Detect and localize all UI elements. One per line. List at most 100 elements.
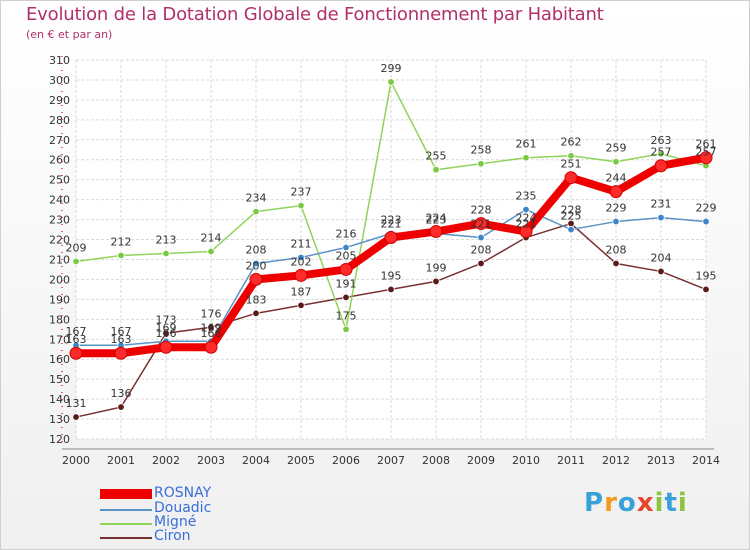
y-tick-label: 280 <box>49 114 70 127</box>
data-point-migné <box>117 251 125 260</box>
data-label-rosnay: 163 <box>66 333 87 346</box>
y-tick-label: 190 <box>49 293 70 306</box>
x-tick-label: 2002 <box>152 454 180 467</box>
data-label-ciron: 183 <box>246 293 267 306</box>
data-point-douadic <box>612 217 620 226</box>
data-point-rosnay <box>429 225 443 239</box>
data-label-douadic: 235 <box>516 190 537 203</box>
data-label-rosnay: 261 <box>696 138 717 151</box>
y-tick-label: 250 <box>49 174 70 187</box>
legend-label-migne: Migné <box>154 514 197 530</box>
data-point-ciron <box>297 301 305 310</box>
data-point-migné <box>207 247 215 256</box>
data-label-ciron: 191 <box>336 277 357 290</box>
logo-letter: i <box>677 488 688 518</box>
data-point-douadic <box>702 217 710 226</box>
data-point-rosnay <box>654 159 668 173</box>
data-point-rosnay <box>204 340 218 354</box>
data-label-ciron: 228 <box>561 204 582 217</box>
legend-item-douadic: Douadic <box>100 500 320 517</box>
data-label-douadic: 221 <box>471 218 492 231</box>
x-tick-label: 2011 <box>557 454 585 467</box>
legend-label-ciron: Ciron <box>154 528 191 544</box>
x-tick-label: 2003 <box>197 454 225 467</box>
legend-label-rosnay: ROSNAY <box>154 485 212 501</box>
data-label-migné: 262 <box>561 136 582 149</box>
data-label-rosnay: 200 <box>246 259 267 272</box>
data-label-migné: 214 <box>201 231 222 244</box>
x-tick-label: 2008 <box>422 454 450 467</box>
data-point-migné <box>612 158 620 166</box>
data-point-migné <box>522 154 530 162</box>
data-label-migné: 175 <box>336 309 357 322</box>
data-label-rosnay: 224 <box>516 212 537 225</box>
y-tick-label: 120 <box>49 433 70 446</box>
x-tick-label: 2010 <box>512 454 540 467</box>
data-label-migné: 255 <box>426 150 447 163</box>
x-tick-label: 2006 <box>332 454 360 467</box>
data-label-ciron: 136 <box>111 387 132 400</box>
data-label-rosnay: 205 <box>336 249 357 262</box>
data-label-migné: 257 <box>696 146 717 159</box>
data-point-migné <box>162 249 170 258</box>
data-label-ciron: 187 <box>291 285 312 298</box>
data-label-migné: 212 <box>111 235 132 248</box>
data-label-migné: 213 <box>156 233 177 246</box>
legend-swatch-rosnay <box>100 489 152 499</box>
y-tick-label: 270 <box>49 134 70 147</box>
legend-swatch-ciron <box>100 537 152 539</box>
data-point-rosnay <box>159 340 173 354</box>
data-point-rosnay <box>474 217 488 231</box>
data-point-rosnay <box>114 346 128 360</box>
data-label-douadic: 231 <box>651 198 672 211</box>
data-label-rosnay: 257 <box>651 146 672 159</box>
data-point-douadic <box>522 205 530 214</box>
data-label-ciron: 131 <box>66 397 87 410</box>
y-tick-label: 150 <box>49 373 70 386</box>
data-label-rosnay: 202 <box>291 255 312 268</box>
data-point-ciron <box>342 293 350 302</box>
x-tick-label: 2004 <box>242 454 270 467</box>
data-label-douadic: 223 <box>381 214 402 227</box>
data-label-migné: 259 <box>606 142 627 155</box>
data-label-douadic: 229 <box>606 202 627 215</box>
logo-letter: i <box>654 488 665 518</box>
data-label-douadic: 167 <box>111 325 132 338</box>
data-point-douadic <box>477 233 485 242</box>
data-label-ciron: 173 <box>156 313 177 326</box>
legend-item-ciron: Ciron <box>100 528 320 545</box>
x-tick-label: 2009 <box>467 454 495 467</box>
logo-letter: o <box>617 488 637 518</box>
chart-subtitle: (en € et par an) <box>26 28 113 41</box>
x-tick-label: 2014 <box>692 454 720 467</box>
data-label-ciron: 199 <box>426 261 447 274</box>
y-tick-label: 230 <box>49 214 70 227</box>
x-tick-label: 2001 <box>107 454 135 467</box>
data-label-rosnay: 166 <box>156 327 177 340</box>
data-label-rosnay: 244 <box>606 172 627 185</box>
x-tick-label: 2013 <box>647 454 675 467</box>
data-point-migné <box>342 325 350 333</box>
data-label-ciron: 204 <box>651 251 672 264</box>
data-point-douadic <box>297 253 305 262</box>
data-point-rosnay <box>699 151 713 165</box>
data-point-migné <box>657 150 665 158</box>
data-label-migné: 258 <box>471 144 492 157</box>
data-label-migné: 261 <box>516 138 537 151</box>
y-tick-label: 160 <box>49 353 70 366</box>
y-tick-label: 260 <box>49 154 70 167</box>
data-point-ciron <box>162 329 170 337</box>
data-label-migné: 299 <box>381 62 402 75</box>
y-tick-label: 290 <box>49 94 70 107</box>
x-tick-label: 2012 <box>602 454 630 467</box>
data-label-migné: 209 <box>66 241 87 254</box>
data-point-ciron <box>117 403 125 411</box>
data-point-migné <box>477 160 485 168</box>
data-point-migné <box>387 78 395 86</box>
data-point-douadic <box>657 213 665 222</box>
logo-letter: t <box>664 488 678 518</box>
data-point-ciron <box>702 285 710 294</box>
data-label-migné: 234 <box>246 192 267 205</box>
logo-letter: P <box>584 488 605 518</box>
logo-letter: r <box>604 488 618 518</box>
